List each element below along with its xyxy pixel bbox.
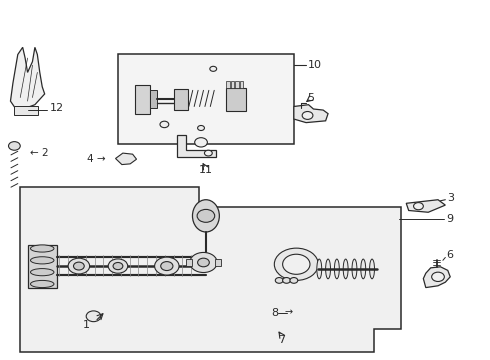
Bar xyxy=(27,244,57,288)
Text: 8: 8 xyxy=(271,308,278,318)
Bar xyxy=(135,85,150,114)
Circle shape xyxy=(8,141,20,150)
Polygon shape xyxy=(10,47,45,108)
Bar xyxy=(150,90,157,108)
Bar xyxy=(118,54,294,144)
Circle shape xyxy=(155,257,179,275)
Circle shape xyxy=(204,150,212,156)
Bar xyxy=(235,81,239,88)
Circle shape xyxy=(283,254,310,274)
Text: 1: 1 xyxy=(83,320,90,330)
Circle shape xyxy=(74,262,84,270)
Circle shape xyxy=(86,311,101,321)
Circle shape xyxy=(195,138,207,147)
Ellipse shape xyxy=(193,200,220,232)
Polygon shape xyxy=(116,153,137,165)
Circle shape xyxy=(160,121,169,128)
Text: 10: 10 xyxy=(307,60,321,70)
Ellipse shape xyxy=(30,269,54,276)
Ellipse shape xyxy=(326,259,331,279)
Text: 7: 7 xyxy=(278,334,285,345)
Circle shape xyxy=(414,203,423,210)
Polygon shape xyxy=(20,187,401,352)
Bar xyxy=(226,88,246,111)
Bar xyxy=(14,107,38,116)
Text: 12: 12 xyxy=(50,103,64,113)
Circle shape xyxy=(290,278,298,283)
Circle shape xyxy=(197,210,215,222)
Circle shape xyxy=(108,259,128,273)
Bar xyxy=(226,81,230,88)
Ellipse shape xyxy=(369,259,374,279)
Text: ← 2: ← 2 xyxy=(30,148,49,158)
Circle shape xyxy=(283,278,291,283)
Polygon shape xyxy=(294,105,328,123)
Ellipse shape xyxy=(334,259,339,279)
Polygon shape xyxy=(176,135,216,157)
Ellipse shape xyxy=(30,245,54,252)
Circle shape xyxy=(275,278,283,283)
Ellipse shape xyxy=(343,259,348,279)
Circle shape xyxy=(302,112,313,120)
Bar xyxy=(174,89,188,110)
Circle shape xyxy=(197,126,204,131)
Ellipse shape xyxy=(30,257,54,264)
Polygon shape xyxy=(423,267,450,288)
Circle shape xyxy=(197,258,209,267)
Text: 3: 3 xyxy=(447,193,454,203)
Text: 5: 5 xyxy=(307,93,315,103)
Bar xyxy=(215,259,220,266)
Circle shape xyxy=(190,252,217,273)
Bar xyxy=(240,81,243,88)
Circle shape xyxy=(68,258,90,274)
Circle shape xyxy=(432,272,444,282)
Text: 11: 11 xyxy=(199,165,213,175)
Text: →: → xyxy=(284,308,292,318)
Ellipse shape xyxy=(352,259,357,279)
Polygon shape xyxy=(406,200,445,212)
Circle shape xyxy=(274,248,318,280)
Text: 4 →: 4 → xyxy=(87,154,106,164)
Bar xyxy=(186,259,192,266)
Circle shape xyxy=(161,262,173,271)
Text: 6: 6 xyxy=(447,250,454,260)
Circle shape xyxy=(210,66,217,71)
Ellipse shape xyxy=(30,280,54,288)
Ellipse shape xyxy=(317,259,322,279)
Circle shape xyxy=(113,262,123,270)
Text: 9: 9 xyxy=(447,215,454,224)
Ellipse shape xyxy=(361,259,366,279)
Bar xyxy=(231,81,234,88)
